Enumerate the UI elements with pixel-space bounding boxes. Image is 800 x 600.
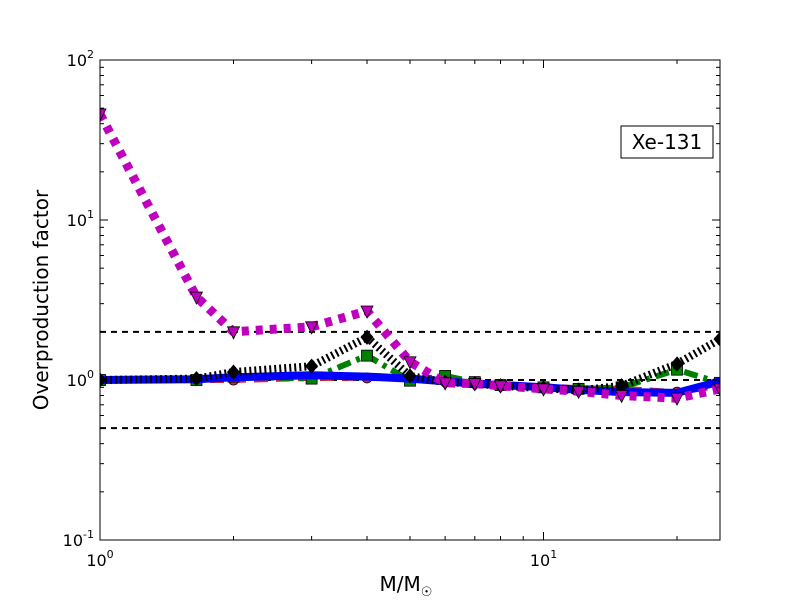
data-point [360, 329, 374, 345]
data-point [189, 371, 203, 387]
y-tick-label: 100 [67, 368, 94, 390]
x-tick-label: 101 [530, 548, 557, 570]
series-layer [100, 108, 720, 407]
data-point [536, 383, 551, 397]
annotation-label: Xe-131 [632, 130, 703, 154]
y-tick-label: 102 [67, 48, 94, 70]
data-point [571, 385, 586, 400]
y-axis-label: Overproduction factor [29, 189, 53, 410]
series-line [100, 111, 720, 403]
data-point [305, 358, 319, 374]
series-line [100, 371, 720, 397]
data-point [189, 291, 204, 305]
data-point [403, 368, 417, 384]
data-point [670, 356, 684, 372]
data-point [493, 380, 508, 394]
data-point [226, 326, 241, 340]
data-point [100, 108, 107, 122]
data-point [361, 349, 373, 362]
data-point [304, 321, 319, 335]
x-axis-label-sub: ☉ [421, 585, 433, 600]
annotation-frame [620, 125, 714, 159]
data-point [403, 356, 417, 370]
data-point [438, 377, 452, 391]
x-axis-label: M/M☉ [380, 572, 433, 600]
x-tick-label: 100 [86, 548, 113, 570]
series-5 [100, 108, 720, 407]
series-3 [100, 371, 720, 397]
x-axis-label-main: M/M [380, 572, 421, 596]
data-point [226, 364, 241, 380]
plot-frame [99, 59, 721, 541]
data-point [468, 378, 482, 392]
data-point [713, 331, 720, 347]
y-tick-label: 10-1 [63, 528, 94, 550]
data-point [670, 392, 684, 407]
data-point [614, 390, 629, 404]
data-point [360, 305, 374, 319]
y-tick-label: 101 [67, 208, 94, 230]
annotation-box: Xe-131 [620, 125, 714, 159]
